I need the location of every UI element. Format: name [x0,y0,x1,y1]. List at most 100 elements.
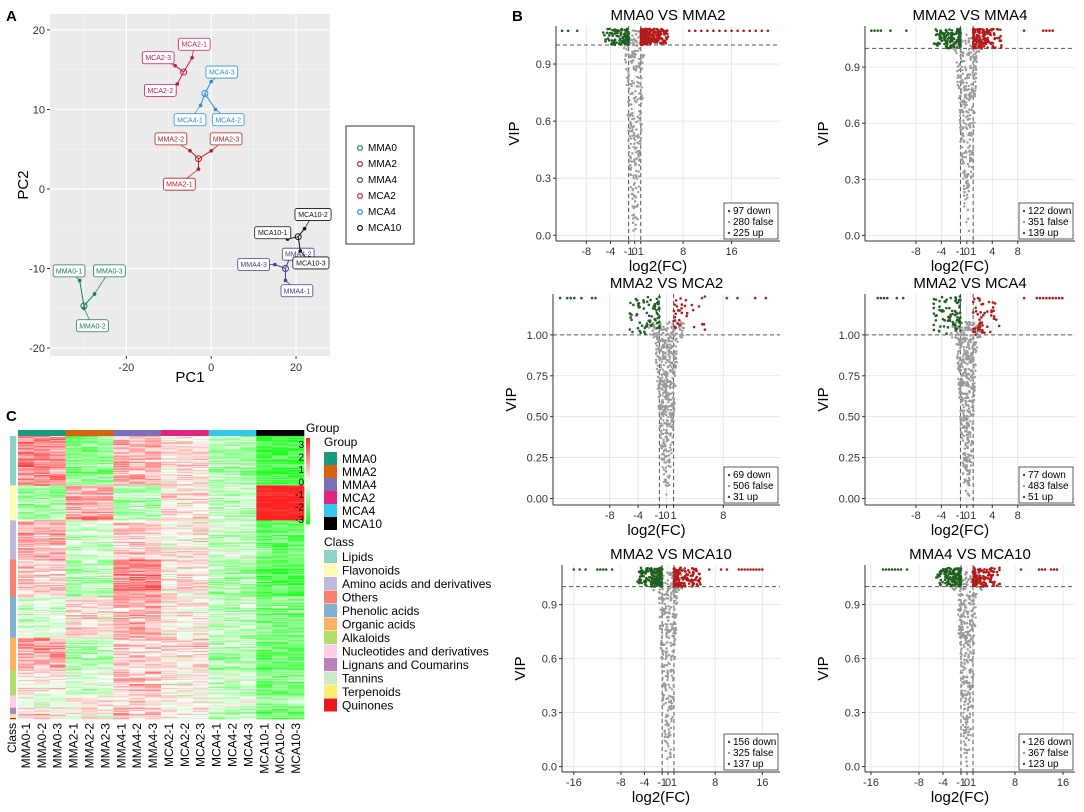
heatmap-cell [161,585,178,587]
heatmap-cell [192,573,209,576]
heatmap-cell [33,538,51,541]
heatmap-cell [288,691,305,693]
heatmap-cell [288,659,305,661]
heatmap-cell [81,531,98,534]
heatmap-cell [272,634,289,636]
heatmap-cell [65,458,82,460]
heatmap-cell [129,485,146,487]
heatmap-cell [224,491,241,493]
heatmap-cell [192,530,209,533]
heatmap-cell [145,445,162,447]
heatmap-cell [129,587,146,589]
heatmap-cell [176,463,194,466]
heatmap-cell [129,556,146,558]
heatmap-cell [33,581,51,583]
heatmap-cell [81,668,98,670]
heatmap-cell [49,600,66,602]
heatmap-cell [192,602,209,605]
heatmap-cell [161,578,178,580]
heatmap-cell [49,526,66,528]
heatmap-cell [113,688,130,690]
heatmap-cell [97,681,114,684]
heatmap-cell [49,571,66,574]
heatmap-cell [161,615,178,617]
heatmap-cell [176,601,194,604]
heatmap-cell [272,615,289,617]
heatmap-cell [192,661,209,663]
heatmap-cell [129,588,146,590]
heatmap-cell [256,495,273,498]
heatmap-cell [145,479,162,481]
heatmap-cell [272,673,289,676]
heatmap-cell [145,484,162,486]
heatmap-cell [256,455,273,457]
heatmap-cell [81,559,98,561]
heatmap-cell [145,582,162,584]
heatmap-cell [81,489,98,491]
heatmap-cell [256,544,273,546]
heatmap-cell [208,504,225,507]
heatmap-cell [161,684,178,686]
heatmap-cell [208,463,225,466]
heatmap-cell [176,470,194,473]
heatmap-cell [192,445,209,447]
heatmap-cell [256,473,273,475]
heatmap-cell [129,578,146,580]
heatmap-cell [208,694,225,696]
heatmap-cell [192,609,209,612]
heatmap-cell [129,690,146,692]
heatmap-cell [240,688,257,690]
heatmap-cell [240,497,257,500]
heatmap-cell [65,619,82,621]
heatmap-cell [224,573,241,576]
heatmap-cell [18,608,35,611]
heatmap-cell [81,595,98,597]
heatmap-cell [65,697,82,699]
heatmap-cell [161,497,178,500]
heatmap-cell [33,631,51,633]
heatmap-cell [33,452,51,454]
data-point [175,82,180,86]
heatmap-cell [240,566,257,569]
heatmap-cell [176,480,194,482]
heatmap-cell [18,469,35,472]
heatmap-cell [240,650,257,652]
heatmap-cell [161,481,178,483]
heatmap-cell [129,543,146,545]
heatmap-cell [129,473,146,475]
heatmap-cell [224,644,241,647]
heatmap-cell [113,628,130,630]
heatmap-cell [192,599,209,601]
heatmap-cell [272,604,289,607]
heatmap-cell [18,531,35,534]
heatmap-cell [288,649,305,651]
heatmap-cell [65,554,82,556]
heatmap-cell [256,496,273,499]
heatmap-cell [18,679,35,682]
heatmap-cell [129,562,146,564]
heatmap-cell [161,650,178,652]
heatmap-cell [224,566,241,569]
heatmap-cell [288,574,305,577]
heatmap-cell [272,661,289,663]
heatmap-cell [129,512,146,514]
heatmap-cell [240,673,257,676]
heatmap-cell [176,702,194,704]
heatmap-cell [113,473,130,475]
heatmap-cell [240,518,257,520]
heatmap-cell [81,513,98,515]
heatmap-cell [240,488,257,490]
heatmap-cell [97,568,114,571]
heatmap-cell [240,639,257,642]
heatmap-cell [256,521,273,523]
heatmap-cell [145,476,162,478]
heatmap-cell [208,671,225,673]
heatmap-cell [288,594,305,596]
heatmap-cell [208,687,225,689]
heatmap-cell [256,450,273,452]
heatmap-cell [224,600,241,602]
heatmap-cell [113,609,130,612]
heatmap-cell [288,707,305,710]
heatmap-cell [145,533,162,536]
heatmap-cell [81,661,98,663]
